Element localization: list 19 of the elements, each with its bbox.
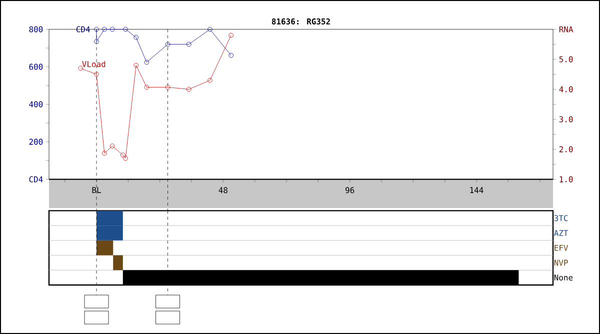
point bbox=[208, 78, 212, 83]
point bbox=[94, 72, 99, 77]
point bbox=[144, 60, 150, 65]
point bbox=[120, 152, 126, 158]
point bbox=[134, 34, 138, 40]
point bbox=[134, 62, 138, 68]
point bbox=[123, 156, 128, 161]
point bbox=[165, 42, 170, 47]
point bbox=[208, 26, 212, 32]
point bbox=[165, 84, 170, 90]
point bbox=[186, 42, 192, 47]
point bbox=[144, 84, 150, 90]
point bbox=[102, 26, 107, 32]
point bbox=[110, 144, 115, 148]
point bbox=[110, 26, 115, 32]
point bbox=[102, 150, 107, 156]
point bbox=[123, 26, 128, 32]
point bbox=[94, 39, 99, 44]
point bbox=[186, 86, 192, 92]
